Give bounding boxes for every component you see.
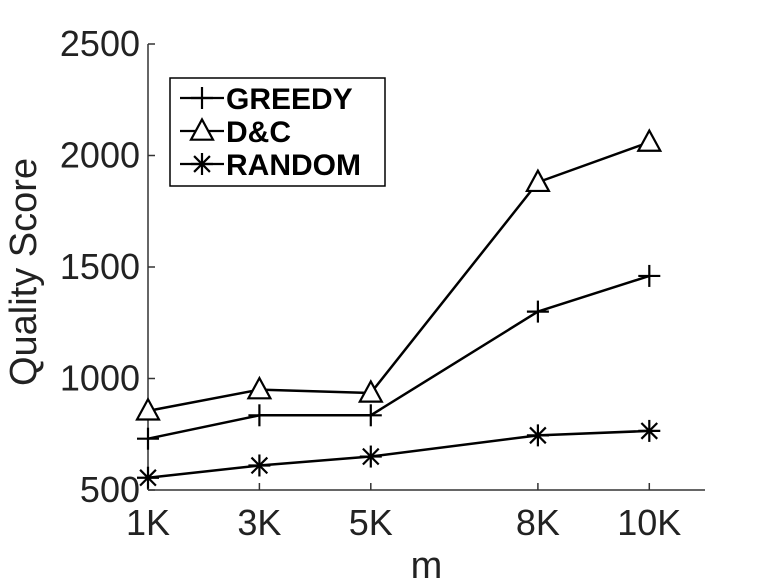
data-point-greedy (248, 404, 271, 427)
x-tick-group: 1K 3K 5K 8K 10K (126, 483, 681, 543)
legend-plus-icon (180, 87, 224, 109)
legend-entry-dc: D&C (180, 116, 291, 149)
y-tick-label: 1500 (60, 246, 140, 287)
x-tick-label: 3K (237, 502, 281, 543)
data-point-random (359, 445, 382, 468)
series-line-random (147, 429, 650, 479)
data-point-random (526, 424, 549, 447)
data-point-random (638, 419, 661, 442)
x-tick-label: 1K (126, 502, 170, 543)
data-point-greedy (526, 300, 549, 323)
y-axis-label: Quality Score (3, 158, 45, 386)
legend-entry-random: RANDOM (180, 149, 361, 182)
data-point-dc (357, 379, 384, 403)
series-layer (135, 128, 663, 489)
legend: GREEDY D&C RANDOM (169, 77, 386, 187)
data-point-greedy (359, 404, 382, 427)
x-axis-label: m (411, 545, 443, 584)
y-tick-label: 1000 (60, 358, 140, 399)
x-tick-label: 5K (349, 502, 393, 543)
legend-triangle-icon (180, 117, 224, 141)
y-tick-label: 2500 (60, 23, 140, 64)
legend-label-greedy: GREEDY (226, 83, 353, 116)
data-point-dc (525, 168, 551, 193)
data-point-dc (636, 128, 663, 152)
legend-entry-greedy: GREEDY (180, 83, 353, 116)
data-point-random (137, 466, 159, 489)
data-point-dc (135, 396, 161, 421)
y-tick-label: 2000 (60, 135, 140, 176)
data-point-greedy (638, 264, 661, 287)
y-tick-label: 500 (80, 469, 140, 510)
data-point-greedy (137, 427, 159, 450)
legend-star-icon (180, 153, 224, 175)
x-tick-label: 10K (617, 502, 681, 543)
legend-label-dc: D&C (226, 116, 291, 149)
y-tick-group: 500 1000 1500 2000 2500 (60, 23, 155, 510)
x-tick-label: 8K (516, 502, 560, 543)
legend-label-random: RANDOM (226, 149, 361, 182)
data-point-dc (246, 375, 273, 400)
data-point-random (248, 454, 271, 477)
